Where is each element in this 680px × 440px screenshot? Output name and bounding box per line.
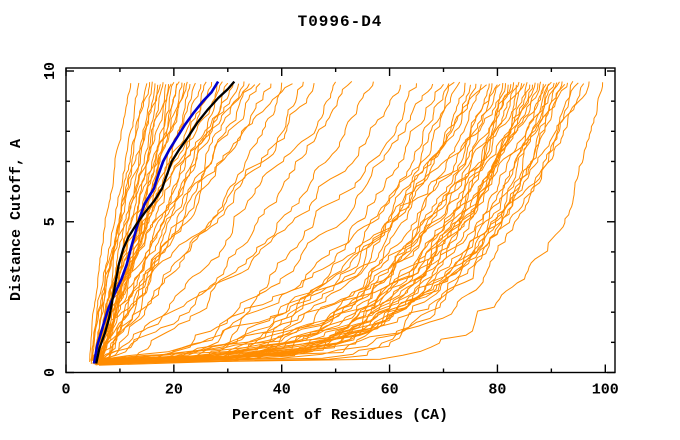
x-axis-label: Percent of Residues (CA) [232, 407, 448, 424]
chart-title: T0996-D4 [298, 13, 383, 31]
tick-labels-layer: 0 20 40 60 80 100 0 5 10 [42, 62, 619, 398]
x-tick-label: 0 [61, 382, 70, 399]
x-tick-label: 80 [488, 382, 506, 399]
axes-layer [65, 67, 616, 374]
x-tick-label: 20 [165, 382, 183, 399]
model-curves-layer [89, 81, 604, 366]
x-tick-label: 60 [381, 382, 399, 399]
highlighted-model-blue [92, 80, 220, 364]
x-tick-label: 40 [273, 382, 291, 399]
y-tick-label: 5 [42, 217, 59, 226]
highlighted-curves-layer [92, 80, 236, 364]
x-tick-label: 100 [592, 382, 619, 399]
y-tick-label: 10 [42, 62, 59, 80]
highlighted-model-black [95, 80, 236, 364]
y-tick-label: 0 [42, 368, 59, 377]
y-axis-label: Distance Cutoff, A [8, 139, 25, 301]
